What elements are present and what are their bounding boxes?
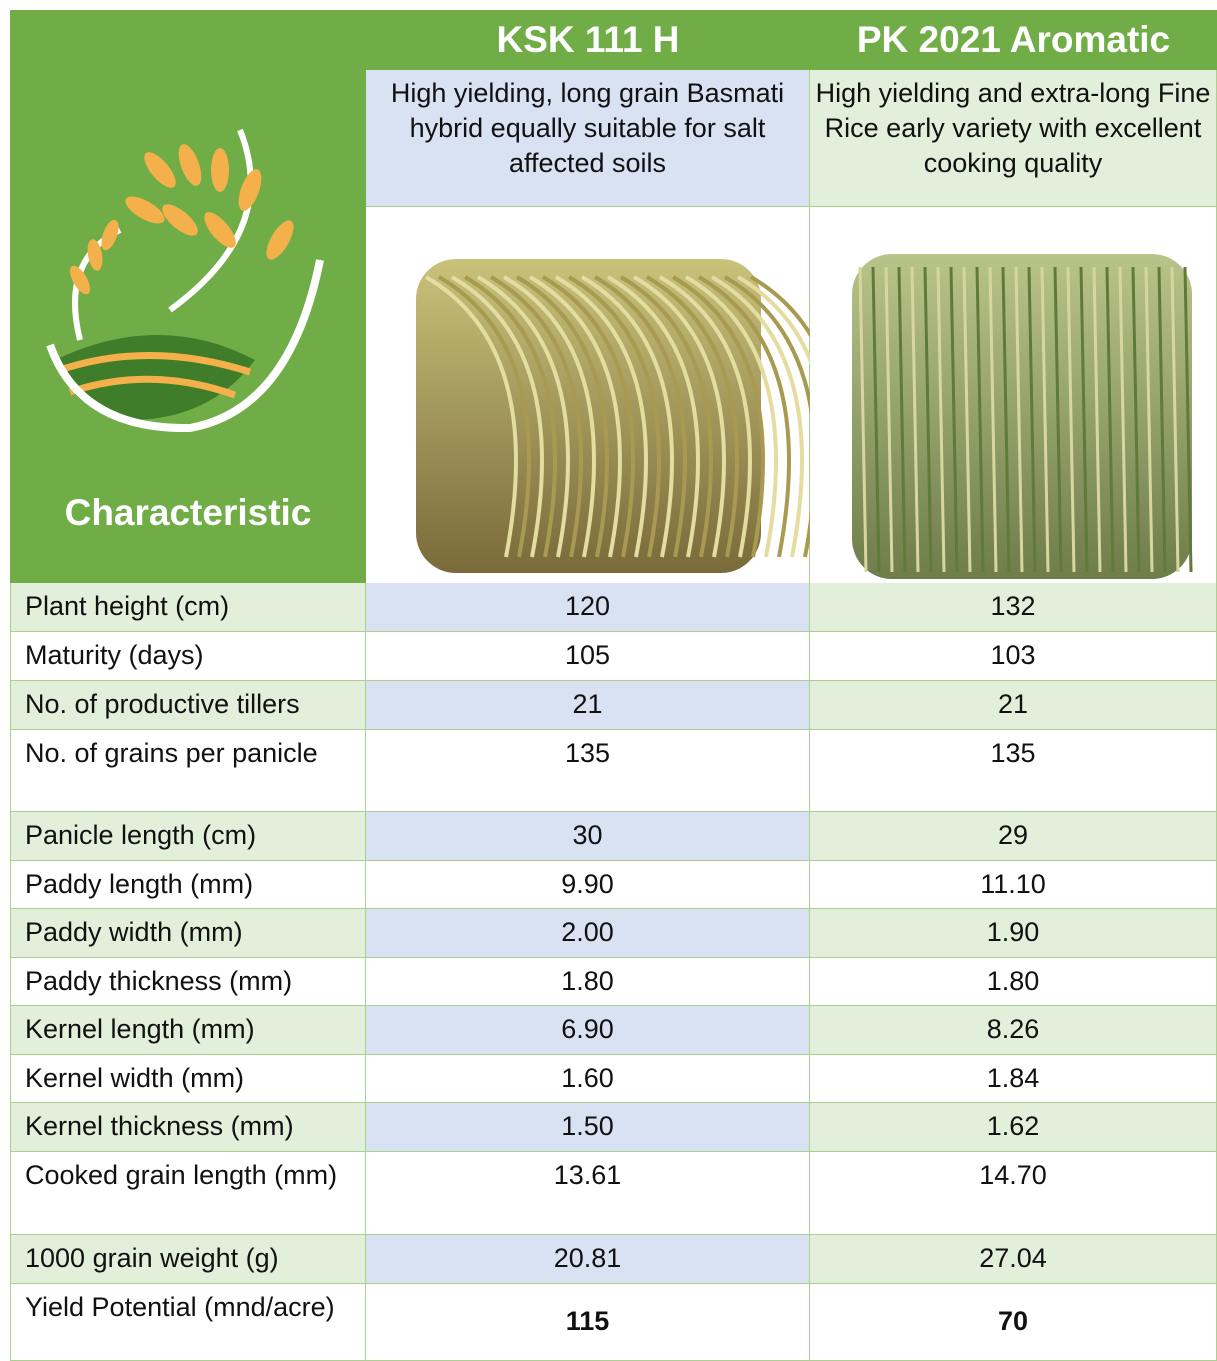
row-label: Plant height (cm) <box>10 583 366 632</box>
value-cell: 1.50 <box>366 1103 810 1152</box>
rice-logo <box>10 110 366 540</box>
value-cell: 2.00 <box>366 909 810 958</box>
value-cell: 105 <box>366 632 810 681</box>
value-cell: 132 <box>810 583 1217 632</box>
value-cell: 1.62 <box>810 1103 1217 1152</box>
value-cell: 135 <box>366 730 810 812</box>
value-cell: 21 <box>810 681 1217 730</box>
row-label: Paddy length (mm) <box>10 861 366 909</box>
row-label: Panicle length (cm) <box>10 812 366 861</box>
column-title: KSK 111 H <box>366 10 810 70</box>
variety-image <box>366 207 810 584</box>
column-title: PK 2021 Aromatic <box>810 10 1217 70</box>
row-label: Kernel thickness (mm) <box>10 1103 366 1152</box>
value-cell: 135 <box>810 730 1217 812</box>
row-label: Yield Potential (mnd/acre) <box>10 1284 366 1361</box>
characteristic-label: Characteristic <box>10 495 366 530</box>
value-cell: 30 <box>366 812 810 861</box>
value-cell: 27.04 <box>810 1235 1217 1284</box>
rice-photo <box>366 207 810 584</box>
row-label: Cooked grain length (mm) <box>10 1152 366 1235</box>
rice-photo <box>810 207 1217 584</box>
row-label: Paddy thickness (mm) <box>10 958 366 1006</box>
value-cell: 9.90 <box>366 861 810 909</box>
value-cell: 8.26 <box>810 1006 1217 1055</box>
value-cell: 1.90 <box>810 909 1217 958</box>
value-cell: 14.70 <box>810 1152 1217 1235</box>
value-cell: 1.60 <box>366 1055 810 1103</box>
row-label: 1000 grain weight (g) <box>10 1235 366 1284</box>
value-cell: 1.80 <box>366 958 810 1006</box>
row-label: Kernel width (mm) <box>10 1055 366 1103</box>
value-cell: 103 <box>810 632 1217 681</box>
row-label: Kernel length (mm) <box>10 1006 366 1055</box>
value-cell: 6.90 <box>366 1006 810 1055</box>
value-cell: 11.10 <box>810 861 1217 909</box>
value-cell: 20.81 <box>366 1235 810 1284</box>
value-cell: 70 <box>810 1284 1217 1361</box>
value-cell: 115 <box>366 1284 810 1361</box>
row-label: Paddy width (mm) <box>10 909 366 958</box>
value-cell: 29 <box>810 812 1217 861</box>
row-label: Maturity (days) <box>10 632 366 681</box>
variety-image <box>810 207 1217 584</box>
value-cell: 21 <box>366 681 810 730</box>
column-description: High yielding and extra-long Fine Rice e… <box>810 70 1217 207</box>
characteristic-cell: Characteristic <box>10 10 366 584</box>
value-cell: 120 <box>366 583 810 632</box>
row-label: No. of grains per panicle <box>10 730 366 812</box>
value-cell: 13.61 <box>366 1152 810 1235</box>
column-description: High yielding, long grain Basmati hybrid… <box>366 70 810 207</box>
value-cell: 1.80 <box>810 958 1217 1006</box>
value-cell: 1.84 <box>810 1055 1217 1103</box>
page: Characteristic KSK 111 HHigh yielding, l… <box>0 0 1217 1361</box>
row-label: No. of productive tillers <box>10 681 366 730</box>
